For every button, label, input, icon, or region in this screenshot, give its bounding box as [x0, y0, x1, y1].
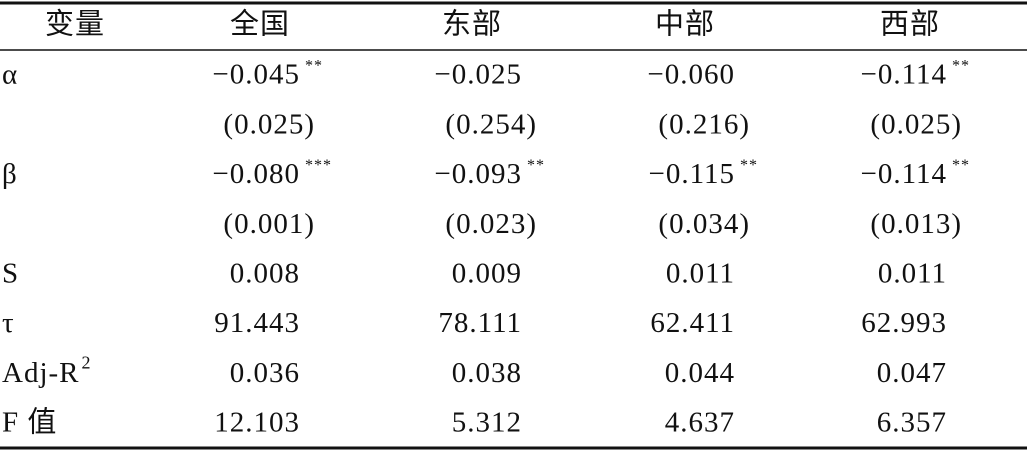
cell-value: −0.025: [434, 59, 522, 91]
row-label: F 值: [2, 406, 57, 439]
cell-value: 0.011: [666, 257, 735, 289]
header-cell: 中部: [655, 8, 715, 41]
cell-value: −0.045: [212, 59, 300, 91]
header-cell: 变量: [45, 8, 105, 41]
cell-value: 0.036: [230, 357, 300, 389]
row-label: Adj-R: [2, 357, 80, 389]
cell-value: 4.637: [665, 407, 735, 439]
cell-value: (0.254): [445, 108, 537, 140]
cell-value: 91.443: [214, 307, 300, 339]
cell-value: (0.001): [223, 208, 315, 240]
cell-value: 5.312: [452, 407, 522, 439]
cell-value: (0.025): [870, 108, 962, 140]
cell-value: 78.111: [438, 307, 522, 339]
header-cell: 全国: [230, 8, 290, 41]
cell-value: 0.044: [665, 357, 735, 389]
cell-value: 0.047: [877, 357, 947, 389]
row-label: β: [2, 158, 18, 190]
significance-stars: **: [952, 157, 970, 174]
cell-value: 0.038: [452, 357, 522, 389]
row-label: S: [2, 257, 19, 289]
cell-value: −0.093: [434, 158, 522, 190]
cell-value: −0.114: [860, 59, 947, 91]
cell-value: 62.993: [861, 307, 947, 339]
cell-value: −0.080: [212, 158, 300, 190]
cell-value: (0.013): [870, 208, 962, 240]
cell-value: (0.034): [658, 208, 750, 240]
row-label: τ: [2, 307, 15, 339]
significance-stars: **: [740, 157, 758, 174]
cell-value: (0.216): [658, 108, 750, 140]
cell-value: 62.411: [650, 307, 735, 339]
cell-value: 0.009: [452, 257, 522, 289]
significance-stars: **: [527, 157, 545, 174]
cell-value: −0.115: [648, 158, 735, 190]
cell-value: 6.357: [877, 407, 947, 439]
cell-value: (0.023): [445, 208, 537, 240]
significance-stars: **: [952, 58, 970, 75]
cell-value: (0.025): [223, 108, 315, 140]
significance-stars: ***: [305, 157, 332, 174]
cell-value: −0.114: [860, 158, 947, 190]
header-cell: 西部: [880, 8, 940, 41]
cell-value: 0.008: [230, 257, 300, 289]
cell-value: −0.060: [647, 59, 735, 91]
cell-value: 0.011: [878, 257, 947, 289]
row-label: α: [2, 59, 18, 91]
header-cell: 东部: [442, 8, 502, 41]
cell-value: 12.103: [214, 407, 300, 439]
significance-stars: **: [305, 58, 323, 75]
superscript: 2: [82, 352, 92, 372]
